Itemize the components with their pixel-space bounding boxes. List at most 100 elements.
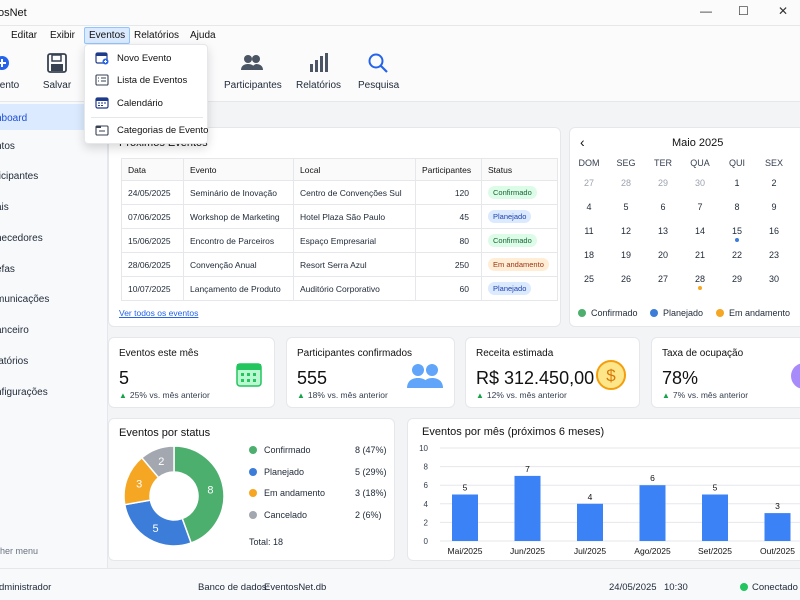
sidebar-item-fornecedores[interactable]: necedores bbox=[0, 224, 108, 250]
card-title: Eventos por mês (próximos 6 meses) bbox=[422, 426, 605, 438]
sidebar-item-comunicacoes[interactable]: municações bbox=[0, 285, 108, 311]
calendar-day[interactable]: 25 bbox=[583, 274, 594, 284]
kpi-card-revenue: Receita estimada R$ 312.450,00 ▲ 12% vs. … bbox=[465, 337, 640, 408]
sidebar-item-locais[interactable]: ais bbox=[0, 193, 108, 219]
save-button[interactable]: Salvar bbox=[40, 52, 74, 91]
collapse-menu-link[interactable]: lher menu bbox=[0, 546, 39, 556]
calendar-day[interactable]: 29 bbox=[657, 178, 668, 188]
minimize-button[interactable]: — bbox=[700, 4, 712, 18]
sidebar: hboard ntos ticipantes ais necedores efa… bbox=[0, 102, 108, 568]
bar-chart-icon bbox=[310, 53, 328, 72]
table-row[interactable]: 24/05/2025 Seminário de Inovação Centro … bbox=[121, 180, 558, 205]
eventos-dropdown-menu: Novo Evento Lista de Eventos Calendário … bbox=[84, 44, 208, 144]
menu-editar[interactable]: Editar bbox=[11, 30, 38, 41]
menu-item-categorias[interactable]: Categorias de Evento bbox=[85, 119, 209, 141]
sidebar-item-label: ais bbox=[0, 202, 9, 213]
calendar-day[interactable]: 9 bbox=[771, 202, 777, 212]
column-header[interactable]: Participantes bbox=[415, 158, 482, 181]
cell-participants: 80 bbox=[415, 228, 482, 253]
maximize-button[interactable]: ☐ bbox=[738, 4, 749, 18]
status-chart-card: Eventos por status 8 5 3 2 Confirmado 8 (47… bbox=[108, 418, 395, 561]
sidebar-item-label: ticipantes bbox=[0, 171, 39, 182]
menu-item-calendario[interactable]: Calendário bbox=[85, 92, 209, 114]
sidebar-item-tarefas[interactable]: efas bbox=[0, 255, 108, 281]
calendar-day[interactable]: 28 bbox=[620, 178, 631, 188]
menu-item-novo-evento[interactable]: Novo Evento bbox=[85, 47, 209, 69]
calendar-day[interactable]: 29 bbox=[731, 274, 742, 284]
x-tick-label: Ago/2025 bbox=[634, 546, 671, 556]
calendar-day[interactable]: 12 bbox=[620, 226, 631, 236]
sidebar-item-eventos[interactable]: ntos bbox=[0, 132, 108, 158]
menu-eventos[interactable]: Eventos bbox=[84, 27, 131, 44]
monthly-bar-chart: 0 2 4 6 8 10 5 Mai/2025 7 Jun/2025 4 Jul/2025 6 Ago/2… bbox=[419, 444, 800, 556]
calendar-day[interactable]: 27 bbox=[657, 274, 668, 284]
calendar-day[interactable]: 8 bbox=[734, 202, 740, 212]
column-header[interactable]: Local bbox=[293, 158, 416, 181]
calendar-day[interactable]: 20 bbox=[657, 250, 668, 260]
toolbar-label: vento bbox=[0, 80, 20, 91]
sidebar-item-financeiro[interactable]: anceiro bbox=[0, 316, 108, 342]
column-header[interactable]: Data bbox=[121, 158, 184, 181]
donut-slice-confirmado bbox=[173, 445, 225, 544]
calendar-day[interactable]: 14 bbox=[694, 226, 705, 236]
participants-button[interactable]: Participantes bbox=[224, 52, 282, 91]
calendar-day[interactable]: 27 bbox=[583, 178, 594, 188]
new-event-button[interactable]: vento bbox=[0, 52, 24, 91]
calendar-day[interactable]: 1 bbox=[734, 178, 740, 188]
calendar-day[interactable]: 30 bbox=[768, 274, 779, 284]
y-tick-label: 8 bbox=[424, 463, 429, 472]
sidebar-item-participantes[interactable]: ticipantes bbox=[0, 162, 108, 188]
table-row[interactable]: 10/07/2025 Lançamento de Produto Auditór… bbox=[121, 276, 558, 301]
status-legend-item: Cancelado 2 (6%) bbox=[249, 510, 389, 532]
menu-item-lista-eventos[interactable]: Lista de Eventos bbox=[85, 69, 209, 91]
calendar-day[interactable]: 11 bbox=[584, 226, 594, 236]
bar-mai-2025 bbox=[452, 494, 478, 541]
status-badge: Planejado bbox=[488, 282, 532, 295]
calendar-day[interactable]: 23 bbox=[768, 250, 779, 260]
prev-month-button[interactable]: ‹ bbox=[580, 134, 585, 150]
cell-date: 28/06/2025 bbox=[121, 252, 184, 277]
calendar-day[interactable]: 22 bbox=[731, 250, 742, 260]
calendar-day[interactable]: 4 bbox=[586, 202, 592, 212]
calendar-day[interactable]: 28 bbox=[694, 274, 705, 284]
search-button[interactable]: Pesquisa bbox=[358, 52, 399, 91]
bar-out-2025 bbox=[764, 513, 791, 541]
calendar-day[interactable]: 16 bbox=[768, 226, 779, 236]
calendar-day[interactable]: 21 bbox=[694, 250, 705, 260]
menu-relatorios[interactable]: Relatórios bbox=[134, 30, 180, 41]
bar-jun-2025 bbox=[514, 475, 541, 541]
table-row[interactable]: 15/06/2025 Encontro de Parceiros Espaço … bbox=[121, 228, 558, 253]
sidebar-item-relatorios[interactable]: latórios bbox=[0, 347, 108, 373]
cell-status: Confirmado bbox=[481, 180, 558, 205]
calendar-day[interactable]: 5 bbox=[623, 202, 629, 212]
status-badge: Confirmado bbox=[488, 186, 537, 199]
x-tick-label: Set/2025 bbox=[698, 546, 732, 556]
view-all-events-link[interactable]: Ver todos os eventos bbox=[119, 308, 199, 318]
svg-text:$: $ bbox=[606, 366, 616, 385]
sidebar-item-configuracoes[interactable]: nfigurações bbox=[0, 378, 108, 404]
calendar-day[interactable]: 19 bbox=[620, 250, 631, 260]
table-row[interactable]: 07/06/2025 Workshop de Marketing Hotel P… bbox=[121, 204, 558, 229]
bar-set-2025 bbox=[702, 494, 728, 541]
cell-event: Workshop de Marketing bbox=[183, 204, 294, 229]
calendar-day[interactable]: 2 bbox=[771, 178, 777, 188]
column-header[interactable]: Status bbox=[481, 158, 558, 181]
status-badge: Planejado bbox=[488, 210, 532, 223]
calendar-day[interactable]: 13 bbox=[657, 226, 668, 236]
calendar-day[interactable]: 15 bbox=[731, 226, 742, 236]
menu-ajuda[interactable]: Ajuda bbox=[190, 30, 216, 41]
column-header[interactable]: Evento bbox=[183, 158, 294, 181]
monthly-chart-card: Eventos por mês (próximos 6 meses) 0 2 4 6 8… bbox=[407, 418, 800, 561]
cell-event: Seminário de Inovação bbox=[183, 180, 294, 205]
calendar-day[interactable]: 26 bbox=[620, 274, 631, 284]
reports-button[interactable]: Relatórios bbox=[296, 52, 341, 91]
cell-status: Planejado bbox=[481, 276, 558, 301]
close-button[interactable]: ✕ bbox=[778, 4, 789, 18]
menu-bar: Editar Exibir Eventos Relatórios Ajuda bbox=[0, 26, 800, 46]
menu-exibir[interactable]: Exibir bbox=[50, 30, 76, 41]
calendar-day[interactable]: 6 bbox=[660, 202, 666, 212]
calendar-day[interactable]: 18 bbox=[583, 250, 594, 260]
calendar-day[interactable]: 30 bbox=[694, 178, 705, 188]
calendar-day[interactable]: 7 bbox=[697, 202, 703, 212]
table-row[interactable]: 28/06/2025 Convenção Anual Resort Serra … bbox=[121, 252, 558, 277]
